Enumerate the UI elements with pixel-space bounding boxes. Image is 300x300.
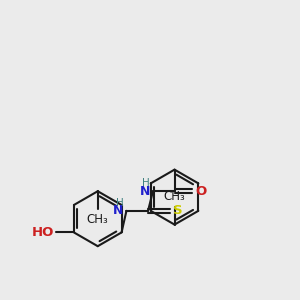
Text: H: H — [116, 198, 124, 208]
Text: N: N — [140, 185, 150, 198]
Text: HO: HO — [32, 226, 54, 239]
Text: S: S — [172, 204, 182, 218]
Text: H: H — [142, 178, 150, 188]
Text: CH₃: CH₃ — [164, 190, 185, 203]
Text: O: O — [195, 185, 206, 198]
Text: N: N — [113, 204, 124, 218]
Text: CH₃: CH₃ — [87, 213, 109, 226]
